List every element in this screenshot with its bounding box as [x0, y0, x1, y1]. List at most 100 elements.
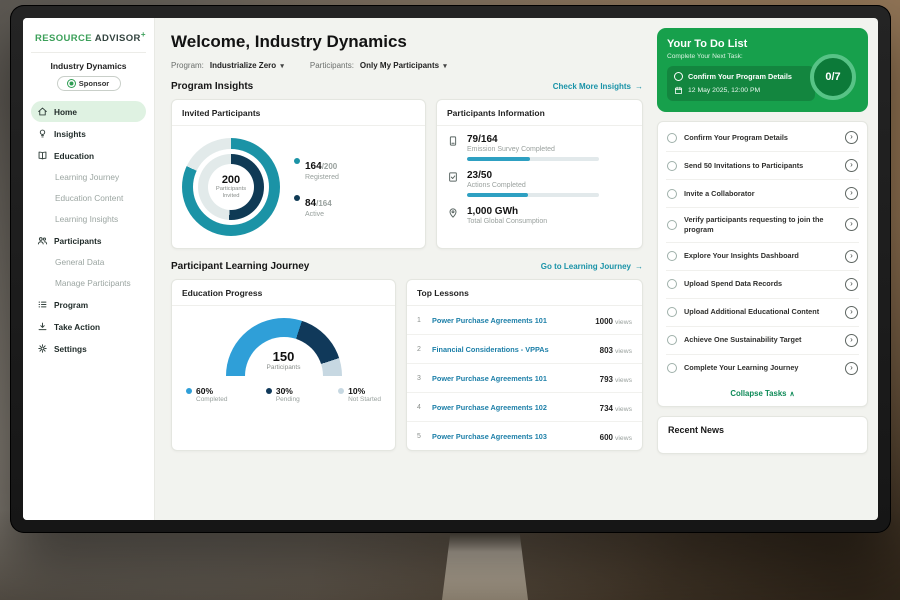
sidebar-item-label: Take Action — [54, 321, 101, 332]
legend-dot-registered — [294, 158, 300, 164]
invited-card-title: Invited Participants — [172, 100, 425, 126]
education-progress-card: Education Progress 150 Participants — [171, 279, 396, 451]
checkbox-icon[interactable] — [667, 251, 677, 262]
logo-text-secondary: ADVISOR — [94, 33, 141, 45]
sidebar-item-label: Settings — [54, 343, 87, 354]
task-row[interactable]: Achieve One Sustainability Target › — [666, 327, 859, 355]
task-row[interactable]: Confirm Your Program Details › — [666, 124, 859, 152]
sponsor-badge[interactable]: Sponsor — [56, 76, 121, 92]
sidebar-item-participants[interactable]: Participants — [31, 230, 146, 251]
lesson-link[interactable]: Power Purchase Agreements 101 — [432, 315, 547, 325]
location-pin-icon — [447, 207, 459, 219]
legend-dot-pending — [265, 388, 272, 394]
sidebar: RESOURCE ADVISOR+ Industry Dynamics Spon… — [23, 18, 155, 520]
go-to-learning-journey-link[interactable]: Go to Learning Journey → — [540, 262, 643, 271]
todo-task-list: Confirm Your Program Details › Send 50 I… — [657, 121, 868, 407]
sidebar-item-label: Manage Participants — [55, 278, 131, 289]
chevron-right-icon: › — [845, 187, 858, 200]
invited-legend: 164/200 Registered 84/164 Active — [294, 156, 339, 218]
checkbox-icon[interactable] — [674, 72, 683, 81]
collapse-tasks-button[interactable]: Collapse Tasks ∧ — [730, 388, 795, 398]
sidebar-item-manage-participants[interactable]: Manage Participants — [31, 273, 146, 293]
sidebar-item-insights[interactable]: Insights — [31, 123, 146, 144]
task-row[interactable]: Verify participants requesting to join t… — [666, 208, 859, 243]
legend-not-started: 10% Not Started — [338, 386, 381, 403]
lesson-link[interactable]: Power Purchase Agreements 103 — [432, 431, 547, 441]
lesson-link[interactable]: Financial Considerations - VPPAs — [432, 344, 549, 354]
sidebar-item-program[interactable]: Program — [31, 294, 146, 315]
gear-icon — [37, 343, 48, 354]
todo-summary-card: Your To Do List Complete Your Next Task:… — [657, 28, 868, 112]
education-card-title: Education Progress — [172, 280, 395, 306]
logo-text-primary: RESOURCE — [35, 33, 93, 45]
legend-dot-completed — [186, 388, 192, 394]
monitor-stand — [442, 531, 528, 600]
info-row-actions: 23/50 Actions Completed — [447, 170, 632, 197]
sidebar-item-label: Education — [54, 150, 95, 161]
next-task-label: Confirm Your Program Details — [688, 72, 792, 81]
task-row[interactable]: Explore Your Insights Dashboard › — [666, 243, 859, 271]
chevron-up-icon: ∧ — [789, 390, 795, 398]
chevron-right-icon: › — [845, 249, 858, 263]
logo-plus: + — [140, 30, 146, 39]
sidebar-item-education-content[interactable]: Education Content — [31, 188, 146, 208]
chevron-down-icon: ▾ — [280, 63, 284, 70]
section-title-program-insights: Program Insights — [171, 81, 254, 92]
legend-completed: 60% Completed — [186, 386, 227, 403]
legend-registered: 164/200 Registered — [294, 156, 339, 181]
lesson-link[interactable]: Power Purchase Agreements 101 — [432, 373, 547, 383]
check-more-insights-link[interactable]: Check More Insights → — [552, 82, 643, 91]
participants-filter-value: Only My Participants — [359, 61, 440, 70]
checkbox-icon[interactable] — [667, 363, 677, 374]
legend-pending: 30% Pending — [265, 386, 300, 403]
checkbox-icon[interactable] — [667, 279, 677, 290]
sidebar-item-general-data[interactable]: General Data — [31, 252, 146, 272]
book-icon — [37, 150, 48, 161]
sidebar-item-learning-journey[interactable]: Learning Journey — [31, 167, 146, 187]
program-filter-select[interactable]: Industrialize Zero ▾ — [210, 61, 284, 70]
checkbox-icon[interactable] — [667, 307, 677, 318]
survey-icon — [447, 135, 459, 147]
legend-dot-active — [294, 195, 300, 201]
sidebar-item-settings[interactable]: Settings — [31, 338, 146, 359]
checkbox-icon[interactable] — [667, 160, 677, 171]
checkbox-icon[interactable] — [667, 219, 677, 230]
todo-progress-ring: 0/7 — [810, 54, 856, 100]
learning-journey-header: Participant Learning Journey Go to Learn… — [171, 261, 643, 272]
arrow-right-icon: → — [635, 262, 643, 271]
sidebar-item-home[interactable]: Home — [31, 101, 146, 123]
sidebar-item-label: Learning Insights — [55, 214, 119, 225]
arrow-right-icon: → — [635, 82, 643, 91]
sidebar-item-take-action[interactable]: Take Action — [31, 316, 146, 337]
participants-filter-select[interactable]: Only My Participants ▾ — [360, 61, 447, 70]
filter-bar: Program: Industrialize Zero ▾ Participan… — [171, 61, 643, 70]
todo-subtitle: Complete Your Next Task: — [667, 53, 743, 60]
chevron-down-icon: ▾ — [443, 63, 447, 70]
sidebar-nav: Home Insights Education Learning Journey — [31, 101, 146, 359]
invited-donut-chart: 200 Participants Invited — [182, 138, 280, 236]
participants-filter-label: Participants: — [309, 61, 354, 70]
chevron-right-icon: › — [845, 333, 858, 347]
chevron-right-icon: › — [845, 305, 858, 319]
task-row[interactable]: Send 50 Invitations to Participants › — [666, 152, 859, 180]
checkbox-icon[interactable] — [667, 188, 677, 199]
task-row[interactable]: Upload Spend Data Records › — [666, 271, 859, 299]
lesson-row: 1 Power Purchase Agreements 101 1000 view… — [407, 306, 642, 335]
sidebar-item-label: Insights — [54, 128, 86, 139]
sidebar-item-label: General Data — [55, 257, 105, 268]
top-lessons-title: Top Lessons — [407, 280, 642, 306]
next-task-row[interactable]: Confirm Your Program Details — [674, 72, 808, 81]
sidebar-item-education[interactable]: Education — [31, 145, 146, 166]
sidebar-item-learning-insights[interactable]: Learning Insights — [31, 209, 146, 229]
lesson-link[interactable]: Power Purchase Agreements 102 — [432, 402, 547, 412]
chevron-right-icon: › — [845, 218, 858, 232]
program-filter-value: Industrialize Zero — [209, 61, 277, 70]
chevron-right-icon: › — [845, 159, 858, 172]
chevron-right-icon: › — [845, 277, 858, 291]
checkbox-icon[interactable] — [667, 335, 677, 346]
checkbox-icon[interactable] — [667, 132, 677, 143]
task-row[interactable]: Invite a Collaborator › — [666, 180, 859, 208]
task-row[interactable]: Complete Your Learning Journey › — [666, 355, 859, 382]
task-row[interactable]: Upload Additional Educational Content › — [666, 299, 859, 327]
chevron-right-icon: › — [845, 131, 858, 144]
